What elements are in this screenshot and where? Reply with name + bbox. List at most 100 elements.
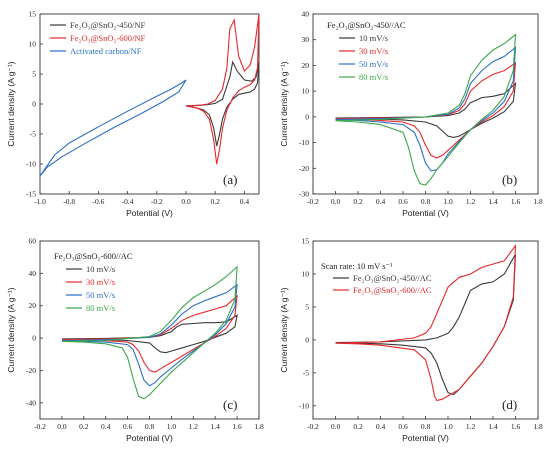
y-tick-label: -30 — [299, 190, 309, 199]
x-tick-label: 1.2 — [466, 422, 476, 431]
series-line-4 — [335, 33, 517, 186]
series-line-1 — [335, 81, 517, 138]
y-axis-label: Current density (A g⁻¹) — [279, 61, 289, 146]
x-tick-label: 0.6 — [123, 422, 133, 431]
panel-tag: (d) — [502, 397, 517, 412]
x-tick-label: 0.4 — [376, 422, 386, 431]
x-tick-label: 0.0 — [331, 197, 341, 206]
series-line-2 — [61, 294, 238, 373]
x-tick-label: 0.6 — [398, 422, 408, 431]
x-axis-label: Potential (V) — [402, 208, 449, 218]
chart-title: Scan rate: 10 mV s⁻¹ — [321, 261, 393, 271]
y-tick-label: 40 — [29, 269, 37, 278]
x-tick-label: 0.8 — [421, 422, 431, 431]
x-tick-label: -0.2 — [34, 422, 46, 431]
x-tick-label: 0.0 — [57, 422, 67, 431]
y-tick-label: -20 — [26, 366, 36, 375]
y-tick-label: 0 — [32, 334, 36, 343]
x-tick-label: 1.4 — [211, 422, 221, 431]
x-tick-label: 1.4 — [488, 197, 498, 206]
panel-tag: (c) — [223, 397, 237, 412]
y-tick-label: -15 — [26, 190, 36, 199]
legend-label: 30 mV/s — [359, 46, 388, 56]
y-tick-label: 5 — [32, 70, 36, 79]
x-tick-label: 1.8 — [254, 422, 264, 431]
x-tick-label: 0.0 — [331, 422, 341, 431]
x-tick-label: -0.2 — [151, 197, 163, 206]
x-axis-label: Potential (V) — [126, 208, 173, 218]
legend-label: Fe₂O₃@SnO₂-450//AC — [353, 273, 432, 283]
panel-tag: (a) — [223, 172, 237, 187]
legend-label: 30 mV/s — [86, 277, 115, 287]
x-tick-label: 0.4 — [376, 197, 386, 206]
chart-panel-2: -0.2 0.0 0.2 0.4 0.6 0.8 1.0 1.2 1.4 1.6 1.8 -30 -20… — [279, 10, 543, 219]
y-tick-label: 15 — [302, 237, 310, 246]
y-tick-label: -5 — [30, 130, 36, 139]
legend-label: 50 mV/s — [86, 290, 115, 300]
series-line-2 — [335, 61, 517, 159]
x-tick-label: 0.4 — [240, 197, 250, 206]
y-axis-label: Current density (A g⁻¹) — [6, 287, 16, 372]
y-tick-label: 0 — [305, 335, 309, 344]
y-axis-label: Current density (A g⁻¹) — [279, 287, 289, 372]
series-line-1 — [61, 314, 238, 354]
x-tick-label: 0.2 — [353, 197, 363, 206]
x-axis-label: Potential (V) — [402, 433, 449, 443]
series-line-2 — [335, 243, 517, 402]
x-tick-label: 0.6 — [398, 197, 408, 206]
series-line-3 — [335, 46, 517, 172]
series-line-1 — [185, 60, 260, 147]
legend-label: 10 mV/s — [86, 264, 115, 274]
chart-panel-3: -0.2 0.0 0.2 0.4 0.6 0.8 1.0 1.2 1.4 1.6 1.8 -40 -20… — [6, 237, 264, 444]
chart-panel-4: -0.2 0.0 0.2 0.4 0.6 0.8 1.0 1.2 1.4 1.6 1.8 -10 -5 0… — [279, 237, 543, 444]
legend-label: Fe₂O₃@SnO₂-450/NF — [70, 20, 146, 30]
y-tick-label: -10 — [26, 160, 36, 169]
x-tick-label: 0.2 — [211, 197, 221, 206]
y-tick-label: 10 — [302, 87, 310, 96]
chart-title: Fe₂O₃@SnO₂-450//AC — [327, 20, 406, 30]
x-tick-label: 0.2 — [353, 422, 363, 431]
y-tick-label: -5 — [303, 368, 309, 377]
y-tick-label: 5 — [305, 302, 309, 311]
legend-label: Fe₂O₃@SnO₂-600//AC — [353, 285, 432, 295]
x-tick-label: 0.8 — [145, 422, 155, 431]
legend-label: 80 mV/s — [86, 303, 115, 313]
legend-label: Activated carbon/NF — [70, 46, 142, 56]
y-tick-label: 30 — [302, 35, 310, 44]
series-line-3 — [39, 79, 187, 177]
x-tick-label: -1.0 — [34, 197, 46, 206]
y-axis-label: Current density (A g⁻¹) — [6, 61, 16, 146]
legend-label: Fe₂O₃@SnO₂-600/NF — [70, 33, 146, 43]
y-tick-label: -10 — [299, 138, 309, 147]
x-tick-label: -0.2 — [307, 197, 319, 206]
y-tick-label: 10 — [302, 269, 310, 278]
panel-tag: (b) — [502, 172, 517, 187]
y-tick-label: 60 — [29, 237, 37, 246]
plot-frame — [39, 240, 260, 420]
chart-title: Fe₂O₃@SnO₂-600//AC — [54, 251, 133, 261]
x-tick-label: 1.0 — [443, 197, 453, 206]
y-tick-label: -10 — [299, 401, 309, 410]
legend-label: 10 mV/s — [359, 33, 388, 43]
x-tick-label: 1.8 — [533, 422, 543, 431]
y-tick-label: 20 — [29, 301, 37, 310]
y-tick-label: 0 — [305, 112, 309, 121]
x-axis-label: Potential (V) — [126, 433, 173, 443]
x-tick-label: 0.4 — [101, 422, 111, 431]
x-tick-label: 0.8 — [421, 197, 431, 206]
x-tick-label: 0.0 — [181, 197, 191, 206]
legend-label: 50 mV/s — [359, 59, 388, 69]
y-tick-label: 15 — [29, 10, 37, 19]
x-tick-label: 1.4 — [488, 422, 498, 431]
y-tick-label: 40 — [302, 10, 310, 19]
series-line-3 — [61, 283, 238, 387]
x-tick-label: 1.6 — [511, 197, 521, 206]
plot-frame — [312, 13, 539, 195]
chart-panel-1: -1.0 -0.8 -0.6 -0.4 -0.2 0.0 0.2 0.4 -15 -10 -5 0 5 1… — [6, 10, 260, 218]
y-tick-label: 0 — [32, 100, 36, 109]
series-line-2 — [185, 13, 260, 165]
x-tick-label: -0.2 — [307, 422, 319, 431]
y-tick-label: -20 — [299, 164, 309, 173]
y-tick-label: 20 — [302, 61, 310, 70]
x-tick-label: 1.2 — [466, 197, 476, 206]
